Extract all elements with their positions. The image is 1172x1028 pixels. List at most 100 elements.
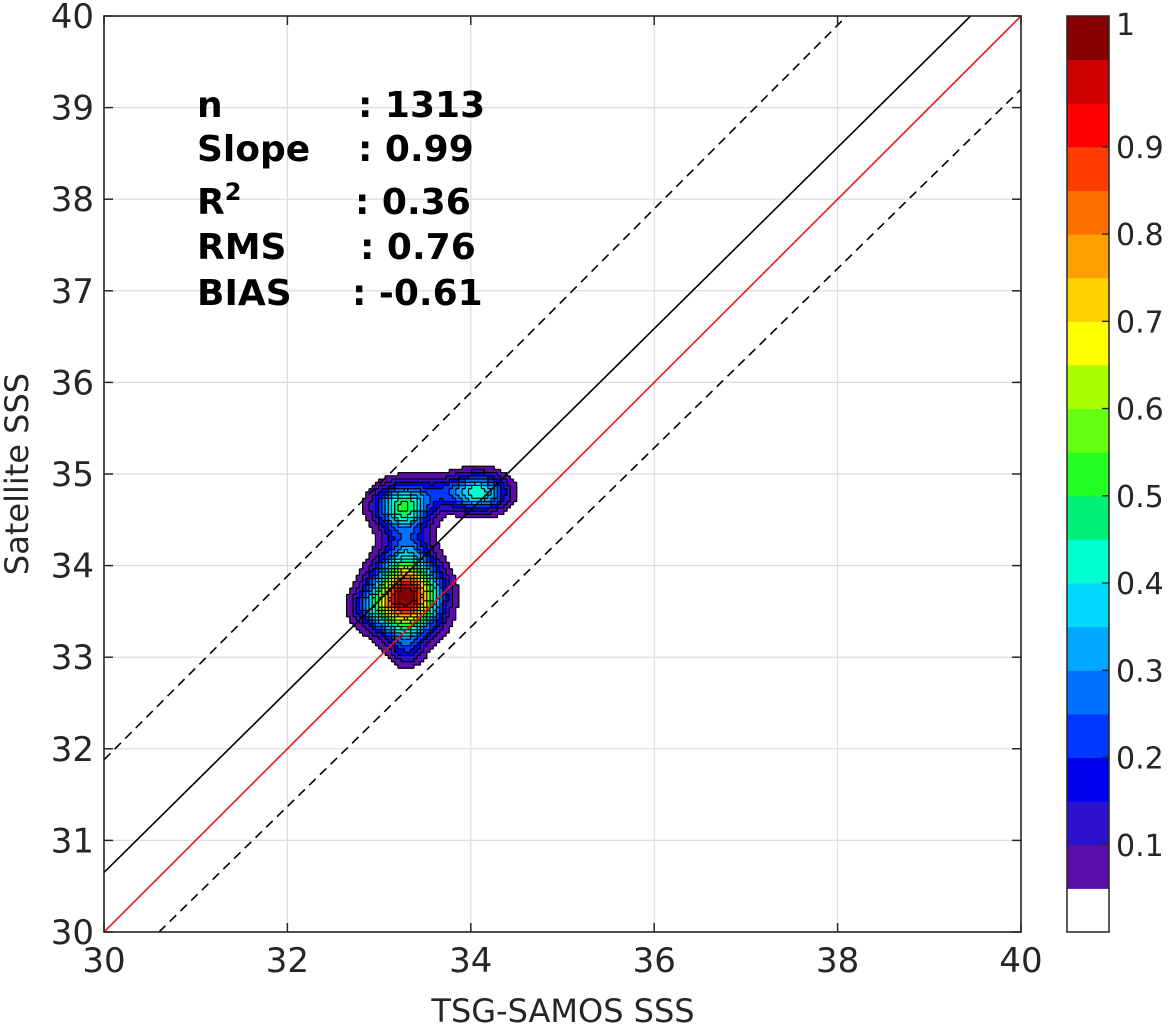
density-cell: [426, 588, 431, 592]
density-cell: [394, 639, 399, 644]
density-cell: [404, 648, 409, 653]
density-cell: [381, 626, 386, 631]
density-cell: [401, 597, 405, 602]
density-cell: [401, 475, 405, 480]
density-cell: [365, 594, 370, 599]
density-cell: [413, 575, 418, 580]
density-cell: [471, 479, 476, 483]
density-cell: [507, 479, 511, 483]
density-cell: [433, 594, 438, 599]
density-cell: [429, 472, 434, 477]
density-cell: [401, 604, 405, 608]
density-cell: [468, 498, 473, 503]
density-cell: [401, 616, 405, 621]
density-cell: [404, 517, 409, 522]
density-cell: [439, 626, 444, 631]
density-cell: [372, 485, 377, 490]
density-cell: [394, 543, 399, 547]
density-cell: [404, 594, 409, 599]
density-cell: [439, 511, 444, 515]
density-cell: [449, 511, 454, 515]
density-cell: [429, 539, 434, 544]
density-cell: [369, 488, 373, 493]
density-cell: [407, 661, 412, 666]
density-cell: [468, 501, 473, 506]
density-cell: [452, 488, 457, 493]
y-tick-label: 33: [51, 638, 94, 678]
density-cell: [365, 613, 370, 618]
density-cell: [359, 629, 364, 634]
density-cell: [362, 623, 367, 628]
density-cell: [474, 488, 479, 493]
density-cell: [442, 600, 447, 605]
density-cell: [359, 591, 364, 596]
density-cell: [394, 607, 399, 612]
density-cell: [442, 632, 447, 637]
density-cell: [474, 504, 479, 509]
density-cell: [497, 491, 502, 496]
density-cell: [413, 485, 418, 490]
density-cell: [423, 632, 428, 637]
density-cell: [378, 507, 383, 512]
lower-bound-line: [158, 88, 1021, 932]
density-cell: [455, 591, 460, 596]
density-cell: [397, 664, 402, 669]
density-cell: [401, 652, 405, 656]
density-cell: [372, 600, 377, 605]
density-cell: [388, 479, 393, 483]
density-cell: [420, 498, 425, 503]
density-cell: [429, 552, 434, 557]
density-cell: [420, 578, 425, 583]
density-cell: [446, 594, 450, 599]
density-cell: [468, 488, 473, 493]
density-cell: [407, 533, 412, 538]
density-cell: [468, 479, 473, 483]
density-cell: [474, 511, 479, 515]
density-cell: [436, 610, 441, 615]
density-cell: [401, 472, 405, 477]
density-cell: [404, 664, 409, 669]
density-cell: [446, 475, 450, 480]
density-cell: [462, 482, 466, 487]
density-cell: [391, 610, 396, 615]
density-cell: [426, 620, 431, 624]
density-cell: [413, 511, 418, 515]
density-cell: [442, 626, 447, 631]
density-cell: [423, 546, 428, 551]
density-cell: [433, 488, 438, 493]
density-cell: [436, 597, 441, 602]
density-cell: [474, 514, 479, 519]
colorbar-band: [1067, 713, 1109, 759]
density-cell: [404, 610, 409, 615]
density-cell: [349, 594, 354, 599]
density-cell: [352, 607, 357, 612]
density-cell: [385, 600, 389, 605]
density-cell: [378, 504, 383, 509]
density-cell: [404, 629, 409, 634]
density-cell: [446, 581, 450, 586]
density-cell: [449, 584, 454, 589]
density-cell: [381, 616, 386, 621]
density-cell: [391, 642, 396, 647]
density-cell: [420, 632, 425, 637]
density-cell: [446, 507, 450, 512]
density-cell: [478, 475, 482, 480]
x-axis-label: TSG-SAMOS SSS: [430, 992, 694, 1028]
density-cell: [413, 559, 418, 563]
density-cell: [452, 575, 457, 580]
density-cell: [359, 613, 364, 618]
density-cell: [455, 600, 460, 605]
density-cell: [388, 514, 393, 519]
density-cell: [423, 652, 428, 656]
density-cell: [391, 613, 396, 618]
density-cell: [378, 549, 383, 554]
density-cell: [487, 511, 492, 515]
density-cell: [452, 594, 457, 599]
density-cell: [381, 632, 386, 637]
density-cell: [365, 597, 370, 602]
density-cell: [423, 600, 428, 605]
density-cell: [439, 588, 444, 592]
density-cell: [455, 511, 460, 515]
density-cell: [385, 575, 389, 580]
